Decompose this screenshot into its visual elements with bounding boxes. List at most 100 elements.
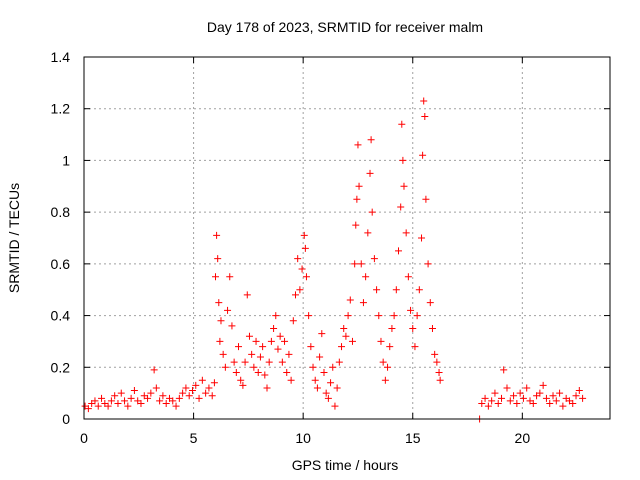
data-point [348, 337, 356, 345]
data-point [185, 392, 193, 400]
data-point [353, 195, 361, 203]
data-point [311, 376, 319, 384]
y-tick-label: 0.4 [51, 308, 71, 324]
data-point [216, 337, 224, 345]
y-tick-label: 0.8 [51, 204, 71, 220]
data-point [359, 299, 367, 307]
data-point [301, 244, 309, 252]
data-point [221, 363, 229, 371]
data-point [169, 397, 177, 405]
grid [84, 57, 610, 419]
data-point [267, 337, 275, 345]
data-point [370, 255, 378, 263]
data-point [523, 384, 531, 392]
data-point [237, 376, 245, 384]
data-point [91, 397, 99, 405]
data-point [316, 353, 324, 361]
data-point [150, 366, 158, 374]
data-point [510, 392, 518, 400]
data-point [111, 392, 119, 400]
data-point [265, 358, 273, 366]
data-point [352, 221, 360, 229]
data-point [435, 368, 443, 376]
data-point [309, 363, 317, 371]
data-point [344, 312, 352, 320]
data-point [519, 394, 527, 402]
data-point [127, 394, 135, 402]
data-point [182, 384, 190, 392]
data-point [281, 337, 289, 345]
data-point [188, 387, 196, 395]
data-point [210, 379, 218, 387]
data-point [121, 397, 129, 405]
data-point [278, 358, 286, 366]
data-point [318, 330, 326, 338]
data-point [313, 384, 321, 392]
y-tick-label: 1.2 [51, 101, 71, 117]
data-point [364, 229, 372, 237]
data-point [529, 399, 537, 407]
data-point [270, 325, 278, 332]
data-point [418, 234, 426, 242]
data-point [375, 312, 383, 320]
y-tick-label: 0.2 [51, 359, 71, 375]
data-point [252, 337, 260, 345]
x-axis-label: GPS time / hours [292, 457, 399, 473]
data-point [484, 402, 492, 410]
data-point [98, 394, 106, 402]
data-point [572, 392, 580, 400]
data-point [569, 399, 577, 407]
data-point [130, 387, 138, 395]
data-points [81, 97, 587, 423]
data-point [335, 358, 343, 366]
data-point [340, 325, 348, 332]
data-point [392, 286, 400, 294]
data-point [327, 379, 335, 387]
data-point [226, 273, 234, 281]
data-point [245, 332, 253, 340]
data-point [294, 255, 302, 263]
data-point [202, 389, 210, 397]
data-point [421, 112, 429, 120]
data-point [333, 384, 341, 392]
data-point [384, 363, 392, 371]
data-point [175, 394, 183, 402]
data-point [494, 399, 502, 407]
data-point [386, 343, 394, 351]
data-point [402, 229, 410, 237]
data-point [263, 384, 271, 392]
data-point [147, 389, 155, 397]
data-point [230, 358, 238, 366]
data-point [346, 296, 354, 304]
data-point [287, 376, 295, 384]
data-point [261, 371, 269, 379]
data-point [283, 368, 291, 376]
data-point [400, 182, 408, 190]
data-point [331, 402, 339, 410]
data-point [431, 350, 439, 358]
data-point [516, 389, 524, 397]
data-point [117, 389, 125, 397]
data-point [377, 337, 385, 345]
data-point [219, 350, 227, 358]
y-tick-label: 1.4 [51, 49, 71, 65]
y-axis-label: SRMTID / TECUs [6, 183, 22, 293]
data-point [536, 389, 544, 397]
x-tick-label: 20 [515, 430, 531, 446]
y-tick-label: 0 [62, 411, 70, 427]
data-point [291, 291, 299, 299]
data-point [104, 402, 112, 410]
data-point [322, 389, 330, 397]
data-point [152, 384, 160, 392]
data-point [276, 332, 284, 340]
data-point [302, 273, 310, 281]
data-point [305, 312, 313, 320]
data-point [362, 273, 370, 281]
data-point [436, 376, 444, 384]
data-point [546, 399, 554, 407]
data-point [500, 366, 508, 374]
data-point [542, 394, 550, 402]
data-point [198, 376, 206, 384]
x-tick-label: 0 [80, 430, 88, 446]
